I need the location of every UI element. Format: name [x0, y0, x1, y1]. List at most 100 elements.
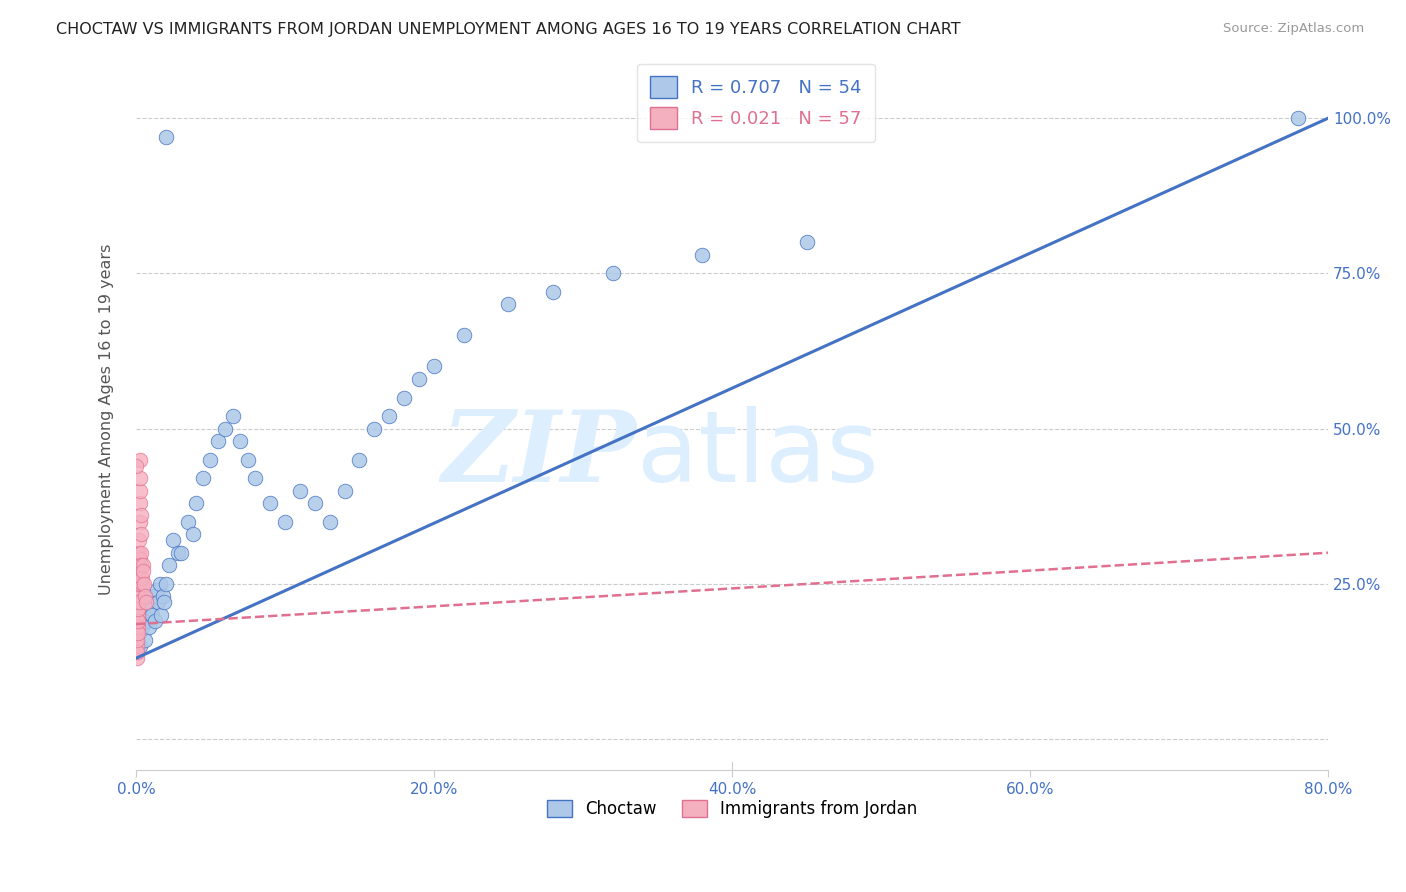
Point: [288, 483, 311, 498]
Point: [134, 632, 156, 647]
Point: [274, 515, 297, 529]
Point: [153, 595, 176, 609]
Point: [129, 471, 152, 485]
Point: [142, 589, 165, 603]
Point: [207, 434, 229, 448]
Point: [162, 533, 184, 548]
Point: [131, 576, 153, 591]
Point: [128, 595, 150, 609]
Point: [127, 558, 149, 573]
Point: [129, 558, 152, 573]
Point: [166, 546, 188, 560]
Point: [134, 589, 156, 603]
Point: [128, 576, 150, 591]
Point: [181, 527, 204, 541]
Point: [453, 328, 475, 343]
Point: [423, 359, 446, 374]
Point: [125, 601, 148, 615]
Point: [127, 576, 149, 591]
Point: [125, 595, 148, 609]
Point: [169, 546, 191, 560]
Point: [796, 235, 818, 250]
Point: [129, 508, 152, 523]
Point: [129, 639, 152, 653]
Point: [690, 248, 713, 262]
Point: [128, 515, 150, 529]
Point: [184, 496, 207, 510]
Point: [135, 614, 157, 628]
Point: [127, 570, 149, 584]
Point: [127, 601, 149, 615]
Point: [129, 452, 152, 467]
Point: [127, 614, 149, 628]
Point: [318, 515, 340, 529]
Point: [125, 645, 148, 659]
Point: [128, 582, 150, 597]
Point: [191, 471, 214, 485]
Point: [141, 607, 163, 622]
Point: [127, 614, 149, 628]
Point: [152, 589, 174, 603]
Point: [157, 558, 180, 573]
Point: [222, 409, 245, 424]
Point: [304, 496, 326, 510]
Y-axis label: Unemployment Among Ages 16 to 19 years: Unemployment Among Ages 16 to 19 years: [100, 244, 114, 595]
Point: [333, 483, 356, 498]
Point: [129, 483, 152, 498]
Point: [132, 607, 155, 622]
Point: [128, 546, 150, 560]
Point: [143, 614, 166, 628]
Text: ZIP: ZIP: [441, 406, 637, 502]
Point: [125, 607, 148, 622]
Point: [128, 565, 150, 579]
Point: [127, 607, 149, 622]
Point: [127, 582, 149, 597]
Point: [541, 285, 564, 299]
Point: [127, 607, 149, 622]
Point: [125, 639, 148, 653]
Point: [127, 632, 149, 647]
Point: [229, 434, 252, 448]
Point: [392, 391, 415, 405]
Point: [128, 565, 150, 579]
Point: [127, 620, 149, 634]
Point: [132, 576, 155, 591]
Point: [155, 576, 177, 591]
Point: [125, 645, 148, 659]
Legend: Choctaw, Immigrants from Jordan: Choctaw, Immigrants from Jordan: [540, 793, 924, 825]
Point: [127, 595, 149, 609]
Point: [498, 297, 520, 311]
Point: [129, 496, 152, 510]
Point: [150, 607, 173, 622]
Point: [136, 595, 159, 609]
Point: [127, 595, 149, 609]
Point: [125, 458, 148, 473]
Point: [155, 129, 177, 144]
Point: [408, 372, 430, 386]
Point: [602, 266, 624, 280]
Point: [128, 552, 150, 566]
Point: [1286, 111, 1309, 125]
Point: [128, 552, 150, 566]
Point: [129, 546, 152, 560]
Point: [148, 595, 170, 609]
Point: [139, 601, 162, 615]
Point: [138, 620, 160, 634]
Point: [127, 595, 149, 609]
Point: [131, 620, 153, 634]
Point: [125, 632, 148, 647]
Point: [127, 626, 149, 640]
Point: [378, 409, 401, 424]
Point: [259, 496, 281, 510]
Point: [127, 620, 149, 634]
Point: [127, 546, 149, 560]
Point: [125, 614, 148, 628]
Text: Source: ZipAtlas.com: Source: ZipAtlas.com: [1223, 22, 1364, 36]
Point: [125, 620, 148, 634]
Point: [132, 565, 155, 579]
Point: [214, 421, 236, 435]
Point: [177, 515, 200, 529]
Point: [128, 533, 150, 548]
Point: [125, 651, 148, 665]
Point: [135, 595, 157, 609]
